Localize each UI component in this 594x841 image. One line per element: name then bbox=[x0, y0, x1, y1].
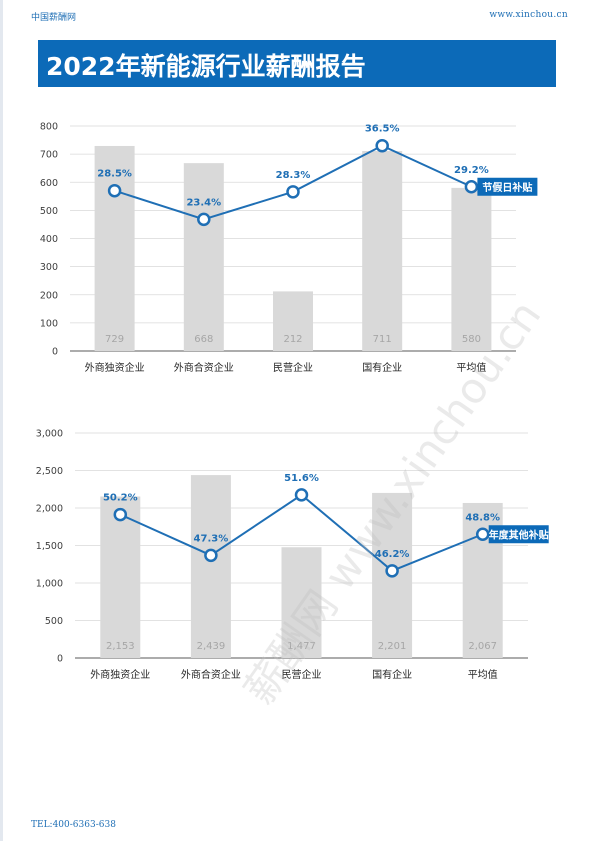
line-point bbox=[464, 180, 479, 194]
y-tick-label: 2,500 bbox=[36, 466, 63, 477]
y-tick-label: 2,000 bbox=[36, 504, 63, 515]
y-tick-label: 1,000 bbox=[36, 579, 63, 590]
chart-annual-other-subsidy: 0 500 1,000 1,500 2,000 2,500 3,000 2,153 外商独资企业… bbox=[36, 429, 549, 681]
y-tick-label: 0 bbox=[52, 347, 58, 358]
y-tick-label: 800 bbox=[40, 122, 58, 133]
bar-value-label: 1,477 bbox=[287, 641, 316, 652]
x-category-label: 国有企业 bbox=[372, 668, 412, 681]
line-value-label: 23.4% bbox=[186, 197, 221, 208]
bar-value-label: 729 bbox=[105, 334, 124, 345]
x-category-label: 外商合资企业 bbox=[181, 668, 241, 681]
line-point bbox=[107, 183, 122, 198]
x-category-label: 外商独资企业 bbox=[85, 361, 145, 374]
line-value-label: 46.2% bbox=[375, 549, 410, 560]
bar bbox=[190, 475, 231, 658]
y-tick-label: 400 bbox=[40, 234, 58, 245]
line-point bbox=[385, 564, 399, 578]
line-value-label: 36.5% bbox=[365, 124, 400, 135]
site-name: 中国薪酬网 bbox=[31, 13, 77, 23]
series-tag-box bbox=[488, 525, 549, 544]
line-point bbox=[113, 507, 128, 522]
y-tick-label: 100 bbox=[40, 318, 58, 329]
bar-value-label: 2,439 bbox=[197, 641, 226, 652]
line-point bbox=[197, 212, 211, 227]
y-tick-label: 1,500 bbox=[36, 541, 63, 552]
bar bbox=[451, 187, 492, 351]
line-point bbox=[294, 488, 309, 502]
x-category-label: 外商独资企业 bbox=[90, 668, 150, 681]
left-edge-rule bbox=[0, 0, 3, 841]
page-title: 2022年新能源行业薪酬报告 bbox=[46, 52, 366, 81]
y-tick-label: 3,000 bbox=[36, 429, 63, 440]
x-category-label: 外商合资企业 bbox=[174, 361, 234, 374]
line-value-label: 51.6% bbox=[284, 473, 319, 484]
line-point bbox=[204, 548, 218, 563]
bar-value-label: 2,067 bbox=[468, 641, 497, 652]
x-category-label: 平均值 bbox=[468, 668, 498, 681]
series-tag-label: 节假日补贴 bbox=[482, 181, 532, 194]
line-point bbox=[375, 138, 389, 153]
y-tick-label: 0 bbox=[57, 654, 63, 665]
bar bbox=[281, 547, 322, 658]
bar bbox=[94, 145, 135, 351]
bar bbox=[273, 291, 313, 351]
site-url: www.xinchou.cn bbox=[489, 10, 568, 20]
series-tag-box bbox=[477, 177, 538, 196]
y-tick-label: 500 bbox=[40, 206, 58, 217]
y-tick-label: 500 bbox=[45, 616, 63, 627]
line-value-label: 28.5% bbox=[97, 169, 132, 180]
line-value-label: 50.2% bbox=[103, 493, 138, 504]
bar bbox=[362, 151, 403, 351]
bar bbox=[183, 163, 224, 351]
x-category-label: 国有企业 bbox=[362, 361, 402, 374]
bar-value-label: 711 bbox=[373, 334, 392, 345]
y-tick-label: 200 bbox=[40, 290, 58, 301]
bar-value-label: 668 bbox=[194, 334, 213, 345]
x-category-label: 平均值 bbox=[456, 361, 486, 374]
footer-phone: TEL:400-6363-638 bbox=[31, 820, 116, 830]
x-category-label: 民营企业 bbox=[282, 668, 322, 681]
bar-value-label: 212 bbox=[283, 334, 302, 345]
y-tick-label: 300 bbox=[40, 262, 58, 273]
line-value-label: 28.3% bbox=[276, 170, 311, 181]
y-tick-label: 700 bbox=[40, 150, 58, 161]
line-point bbox=[286, 185, 300, 199]
line-point bbox=[475, 527, 490, 541]
line-value-label: 47.3% bbox=[194, 533, 229, 544]
bar bbox=[100, 496, 141, 658]
x-category-label: 民营企业 bbox=[273, 361, 313, 374]
line-value-label: 48.8% bbox=[465, 512, 500, 523]
bar-value-label: 2,201 bbox=[378, 641, 407, 652]
chart-holiday-subsidy: 0 100 200 300 400 500 600 700 800 729 外商独资企业 668 外商合… bbox=[40, 122, 538, 374]
title-banner: 2022年新能源行业薪酬报告 bbox=[38, 40, 556, 87]
y-tick-label: 600 bbox=[40, 178, 58, 189]
bar-value-label: 2,153 bbox=[106, 641, 135, 652]
bar-value-label: 580 bbox=[462, 334, 481, 345]
line-value-label: 29.2% bbox=[454, 165, 489, 176]
series-tag-label: 年度其他补贴 bbox=[489, 528, 549, 541]
